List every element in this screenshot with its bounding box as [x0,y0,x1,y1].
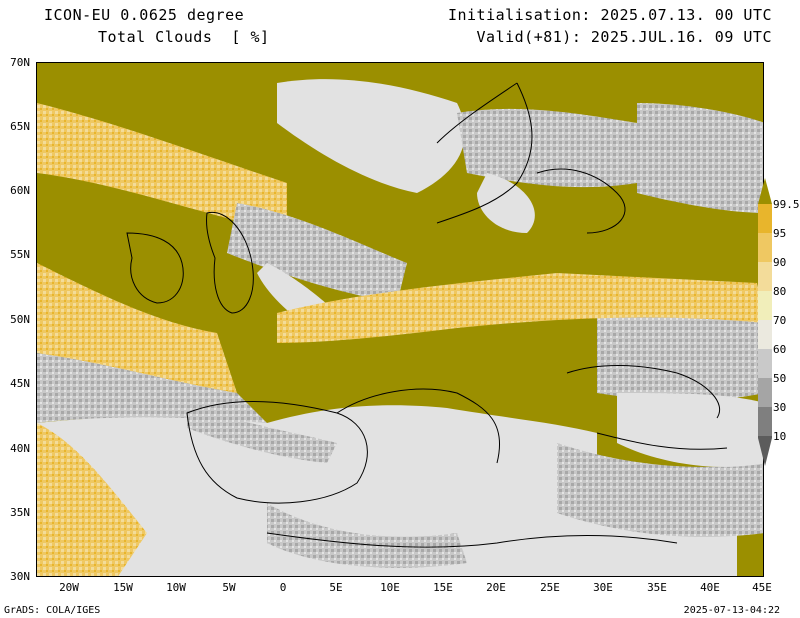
colorbar-label-95: 95 [773,227,787,240]
footer-credit: GrADS: COLA/IGES [4,605,101,616]
colorbar-box [758,291,772,320]
lon-label-5e: 5E [329,581,343,594]
footer-timestamp: 2025-07-13-04:22 [683,605,780,616]
colorbar-label-90: 90 [773,256,787,269]
lon-label-5w: 5W [222,581,236,594]
lon-label-15w: 15W [113,581,133,594]
lon-label-10w: 10W [166,581,186,594]
colorbar-label-70: 70 [773,314,787,327]
colorbar-cap-top [758,178,772,204]
colorbar-label-80: 80 [773,285,787,298]
lon-label-30e: 30E [593,581,613,594]
lon-label-20w: 20W [59,581,79,594]
lat-label-55n: 55N [10,248,30,261]
colorbar-label-10: 10 [773,430,787,443]
colorbar-label-50: 50 [773,372,787,385]
lon-label-20e: 20E [486,581,506,594]
colorbar-label-60: 60 [773,343,787,356]
cloud-map-canvas [37,63,763,576]
cloud-map [36,62,764,577]
colorbar-box [758,436,772,438]
lon-label-25e: 25E [540,581,560,594]
lat-label-30n: 30N [10,570,30,583]
lon-label-35e: 35E [647,581,667,594]
colorbar-box [758,349,772,378]
lat-label-45n: 45N [10,377,30,390]
lon-label-10e: 10E [380,581,400,594]
init-time: Initialisation: 2025.07.13. 00 UTC [447,6,772,24]
model-title: ICON-EU 0.0625 degree [44,6,245,24]
lat-label-35n: 35N [10,506,30,519]
lon-label-45e: 45E [752,581,772,594]
colorbar-box [758,262,772,291]
valid-time: Valid(+81): 2025.JUL.16. 09 UTC [476,28,772,46]
lat-label-65n: 65N [10,120,30,133]
colorbar-box [758,320,772,349]
colorbar-box [758,407,772,436]
colorbar [758,178,772,466]
lat-label-50n: 50N [10,313,30,326]
lon-label-40e: 40E [700,581,720,594]
field-title: Total Clouds [ %] [98,28,270,46]
lon-label-0: 0 [279,581,287,594]
lat-label-70n: 70N [10,56,30,69]
lat-label-60n: 60N [10,184,30,197]
colorbar-box [758,233,772,262]
lat-label-40n: 40N [10,442,30,455]
colorbar-label-30: 30 [773,401,787,414]
colorbar-cap-bottom [758,438,772,466]
colorbar-box [758,204,772,233]
colorbar-label-99-5: 99.5 [773,198,800,211]
lon-label-15e: 15E [433,581,453,594]
colorbar-box [758,378,772,407]
